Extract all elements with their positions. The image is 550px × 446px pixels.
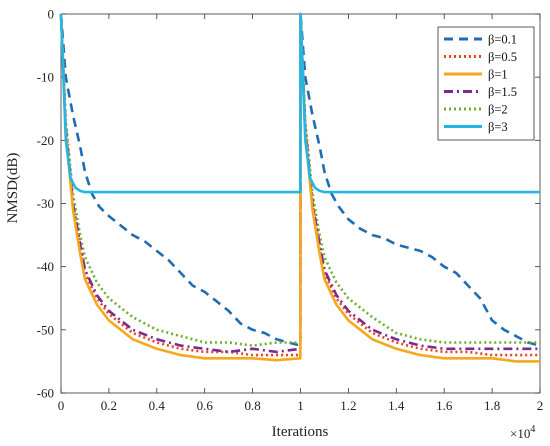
y-tick-label: -40: [37, 259, 54, 274]
legend-label: β=3: [488, 120, 508, 134]
x-exponent-base: ×10: [510, 426, 530, 441]
legend-label: β=0.1: [488, 33, 517, 47]
x-tick-label: 0: [58, 398, 65, 413]
x-tick-label: 1.2: [340, 398, 356, 413]
legend-label: β=1: [488, 68, 508, 82]
y-axis-label: NMSD(dB): [5, 153, 21, 224]
y-tick-label: -30: [37, 196, 54, 211]
x-exponent-label: ×104: [510, 424, 535, 441]
x-tick-label: 1: [297, 398, 304, 413]
x-tick-label: 2: [537, 398, 544, 413]
tick-labels: 0 0.2 0.4 0.6 0.8 1 1.2 1.4 1.6 1.8 2 0 -10 -20 -30 -40…: [37, 7, 544, 414]
legend-label: β=1.5: [488, 85, 517, 99]
legend-label: β=0.5: [488, 50, 517, 64]
y-tick-label: 0: [48, 7, 55, 22]
series-line-3: [59, 12, 540, 354]
x-tick-label: 1.6: [436, 398, 453, 413]
x-tick-label: 1.4: [388, 398, 405, 413]
x-tick-label: 0.6: [197, 398, 214, 413]
x-axis-label: Iterations: [272, 424, 329, 440]
y-tick-label: -10: [37, 70, 54, 85]
x-tick-label: 0.8: [244, 398, 260, 413]
series-lines: [59, 12, 541, 363]
x-tick-label: 0.4: [149, 398, 166, 413]
legend-box: [437, 26, 535, 141]
y-tick-label: -20: [37, 133, 54, 148]
y-tick-label: -60: [37, 386, 54, 401]
series-line-0: [59, 12, 541, 347]
x-tick-label: 0.2: [101, 398, 117, 413]
y-tick-label: -50: [37, 322, 54, 337]
legend: β=0.1 β=0.5 β=1 β=1.5 β=2 β=3: [437, 26, 535, 141]
x-exponent-power: 4: [530, 424, 535, 435]
series-line-5: [59, 12, 540, 194]
legend-label: β=2: [488, 103, 508, 117]
x-tick-label: 1.8: [484, 398, 500, 413]
